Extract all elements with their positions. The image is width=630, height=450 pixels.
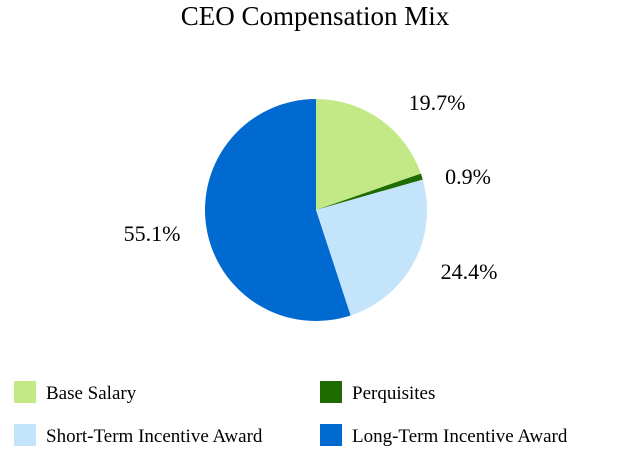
slice-label-short-term-incentive-award: 24.4% [441, 259, 498, 284]
legend-item-long-term-incentive-award: Long-Term Incentive Award [320, 424, 568, 447]
legend-label: Base Salary [46, 383, 137, 404]
legend-item-base-salary: Base Salary [14, 381, 137, 404]
slice-label-long-term-incentive-award: 55.1% [124, 221, 181, 246]
slice-base-salary [316, 99, 421, 210]
legend-swatch [14, 424, 36, 446]
legend-label: Long-Term Incentive Award [352, 426, 568, 447]
legend-swatch [320, 381, 342, 403]
slice-perquisites [316, 173, 423, 210]
legend: Base Salary Perquisites Short-Term Incenti… [14, 381, 568, 447]
chart-title: CEO Compensation Mix [181, 1, 450, 31]
slice-labels: 19.7% 0.9% 24.4% 55.1% [124, 90, 498, 284]
legend-swatch [320, 424, 342, 446]
legend-item-short-term-incentive-award: Short-Term Incentive Award [14, 424, 263, 447]
slice-label-perquisites: 0.9% [445, 164, 491, 189]
slice-label-base-salary: 19.7% [409, 90, 466, 115]
legend-label: Perquisites [352, 383, 435, 404]
legend-label: Short-Term Incentive Award [46, 426, 263, 447]
slice-short-term-incentive-award [316, 179, 428, 316]
pie-slices [204, 99, 428, 321]
legend-swatch [14, 381, 36, 403]
legend-item-perquisites: Perquisites [320, 381, 435, 404]
slice-long-term-incentive-award [204, 99, 351, 321]
